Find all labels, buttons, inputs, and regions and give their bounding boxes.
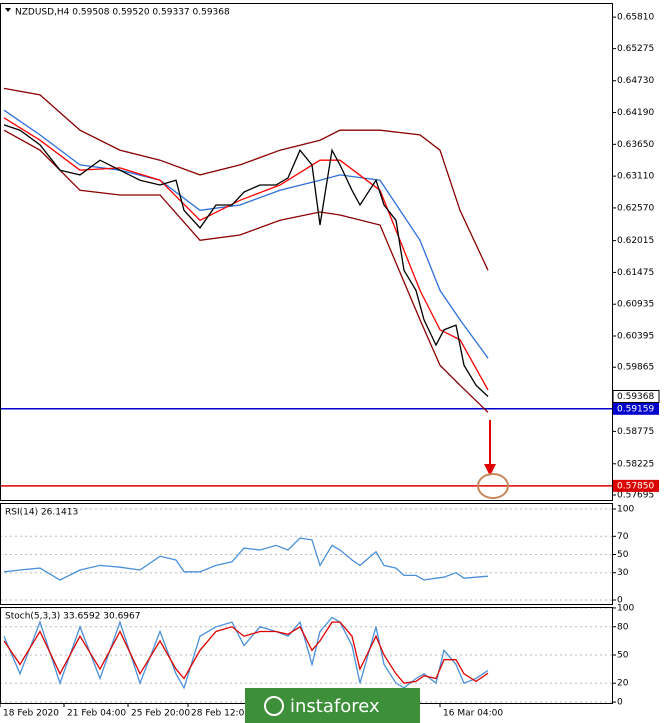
- y-tick-label: 0.63650: [617, 140, 654, 150]
- x-tick-label: 21 Feb 04:00: [67, 709, 126, 719]
- y-tick-label: 0.64730: [617, 76, 654, 86]
- y-tick-label: 100: [617, 603, 634, 613]
- series-line: [3, 616, 489, 690]
- y-tick-label: 30: [617, 568, 629, 578]
- last-price-label: 0.59368: [617, 392, 654, 402]
- series-line: [3, 117, 489, 391]
- y-tick-label: 0.64190: [617, 108, 654, 118]
- y-tick-label: 100: [617, 505, 634, 515]
- x-tick-label: 25 Feb 20:00: [131, 709, 190, 719]
- y-tick-label: 0: [617, 698, 623, 708]
- y-tick-label: 0.60935: [617, 300, 654, 310]
- series-line: [3, 109, 489, 359]
- chart-title: NZDUSD,H4 0.59508 0.59520 0.59337 0.5936…: [15, 8, 230, 18]
- y-tick-label: 0.57695: [617, 490, 654, 500]
- chart-title: RSI(14) 26.1413: [5, 508, 78, 518]
- chart-title: Stoch(5,3,3) 33.6592 30.6967: [5, 612, 140, 622]
- y-tick-label: 70: [617, 532, 629, 542]
- y-tick-label: 0.63110: [617, 172, 654, 182]
- series-line: [3, 87, 489, 271]
- y-tick-label: 0.58775: [617, 427, 654, 437]
- y-tick-label: 0.62570: [617, 203, 654, 213]
- y-tick-label: 50: [617, 550, 629, 560]
- y-tick-label: 80: [617, 622, 629, 632]
- y-tick-label: 0.58225: [617, 459, 654, 469]
- y-tick-label: 0.65275: [617, 44, 654, 54]
- y-tick-label: 0: [617, 595, 623, 605]
- y-tick-label: 0.62015: [617, 236, 654, 246]
- rsi-pane: [0, 503, 613, 605]
- level-label-box: [613, 402, 659, 415]
- main-pane: [0, 3, 613, 501]
- watermark-text: instaforex: [290, 696, 380, 717]
- level-label: 0.59159: [617, 404, 654, 414]
- arrow-head: [484, 464, 496, 476]
- y-tick-label: 0.61475: [617, 268, 654, 278]
- y-tick-label: 50: [617, 651, 629, 661]
- x-tick-label: 28 Feb 12:00: [191, 709, 250, 719]
- level-label-box: [613, 479, 659, 492]
- series-line: [3, 124, 489, 397]
- y-tick-label: 0.59865: [617, 363, 654, 373]
- y-tick-label: 20: [617, 679, 629, 689]
- series-line: [3, 537, 489, 581]
- x-tick-label: 18 Feb 2020: [3, 709, 59, 719]
- watermark: instaforex: [245, 688, 420, 723]
- series-line: [3, 621, 489, 684]
- x-tick-label: 16 Mar 04:00: [443, 709, 503, 719]
- series-line: [3, 129, 489, 413]
- level-label: 0.57850: [617, 481, 654, 491]
- layers: NZDUSD,H4 0.59508 0.59520 0.59337 0.5936…: [0, 8, 660, 719]
- watermark-icon: [264, 696, 284, 716]
- target-circle: [477, 473, 509, 499]
- watermark-box: [245, 688, 420, 723]
- title-marker: [5, 8, 11, 12]
- y-tick-label: 0.65810: [617, 13, 654, 23]
- y-tick-label: 0.60395: [617, 332, 654, 342]
